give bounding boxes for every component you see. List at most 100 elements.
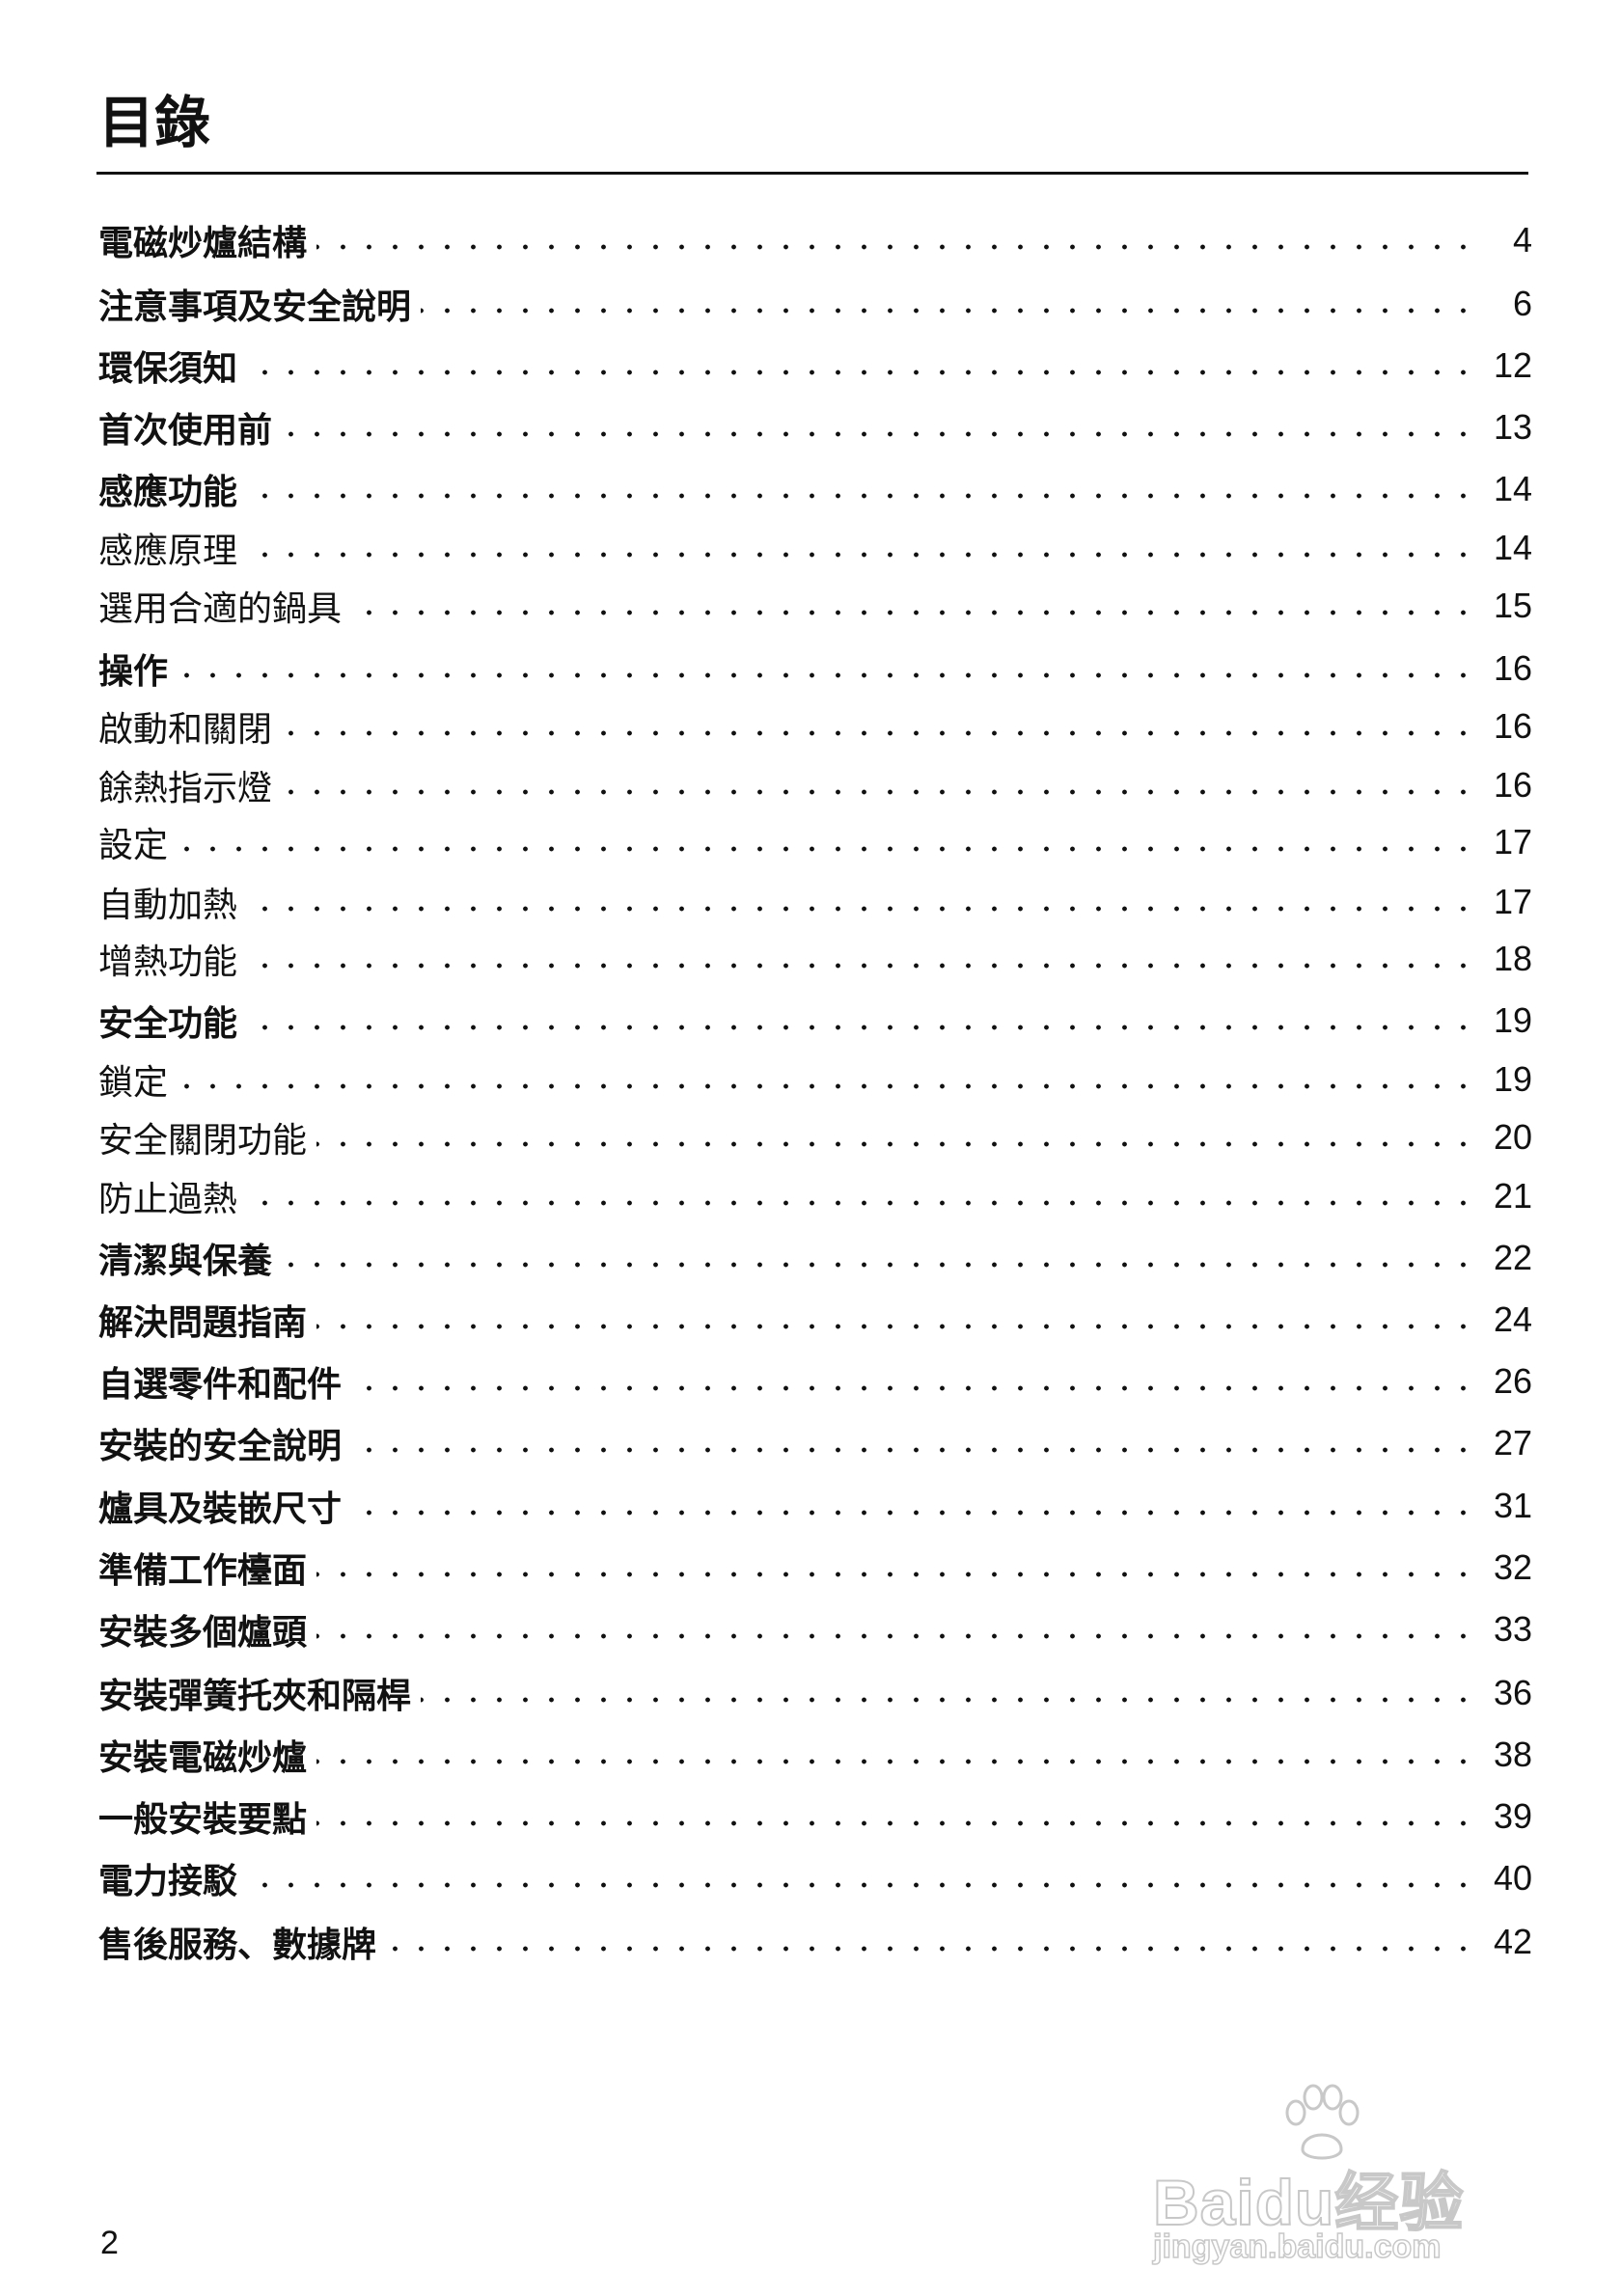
toc-entry-label: 一般安裝要點 [98,1800,308,1840]
toc-entry-label: 準備工作檯面 [98,1551,308,1591]
toc-entry[interactable]: 安全關閉功能 20 [98,1113,1532,1162]
toc-entry-label: 餘熱指示燈 [98,769,273,808]
dot-leader [282,431,1476,437]
toc-entry[interactable]: 餘熱指示燈 16 [98,761,1532,809]
toc-entry[interactable]: 感應功能 14 [98,465,1532,513]
dot-leader [247,1200,1476,1206]
dot-leader [316,244,1476,250]
toc-entry[interactable]: 一般安裝要點 39 [98,1792,1532,1841]
toc-entry[interactable]: 爐具及裝嵌尺寸 31 [98,1482,1532,1530]
toc-entry[interactable]: 安裝彈簧托夾和隔桿 36 [98,1669,1532,1717]
toc-entry[interactable]: 鎖定 19 [98,1055,1532,1104]
toc-entry[interactable]: 安裝電磁炒爐 38 [98,1731,1532,1779]
toc-entry-page: 24 [1493,1299,1532,1339]
toc-entry-page: 19 [1493,1000,1532,1040]
dot-leader [351,610,1476,615]
toc-entry-page: 12 [1493,345,1532,385]
dot-leader [316,1572,1476,1577]
toc-entry-page: 19 [1493,1059,1532,1099]
toc-entry-label: 環保須知 [98,349,238,389]
dot-leader [316,1759,1476,1764]
toc-entry[interactable]: 選用合適的鍋具 15 [98,582,1532,630]
toc-entry[interactable]: 注意事項及安全說明 6 [98,280,1532,328]
toc-entry-page: 20 [1493,1117,1532,1157]
toc-entry-page: 38 [1493,1735,1532,1774]
dot-leader [247,552,1476,558]
dot-leader [247,1025,1476,1030]
toc-entry[interactable]: 解決問題指南 24 [98,1296,1532,1344]
toc-entry-page: 22 [1493,1238,1532,1277]
dot-leader [247,493,1476,499]
toc-entry-label: 操作 [98,652,169,692]
dot-leader [282,730,1476,736]
toc-entry[interactable]: 安裝多個爐頭 33 [98,1605,1532,1654]
toc-entry[interactable]: 啟動和關閉 16 [98,702,1532,751]
toc-entry-label: 注意事項及安全說明 [98,287,412,327]
dot-leader [421,1697,1476,1703]
toc-entry-label: 感應功能 [98,473,238,512]
toc-entry-label: 自動加熱 [98,886,238,925]
toc-entry-label: 啟動和關閉 [98,710,273,750]
toc-entry-label: 安全關閉功能 [98,1121,308,1161]
toc-entry-page: 15 [1493,586,1532,625]
toc-entry[interactable]: 防止過熱 21 [98,1172,1532,1220]
dot-leader [316,1820,1476,1826]
dot-leader [351,1510,1476,1516]
toc-entry[interactable]: 安全功能 19 [98,997,1532,1045]
paw-icon [1285,2084,1360,2160]
toc-entry-page: 21 [1493,1176,1532,1216]
toc-entry-page: 16 [1493,765,1532,805]
toc-entry-label: 安裝的安全說明 [98,1427,343,1466]
toc-entry-label: 設定 [98,826,169,865]
toc-entry-page: 17 [1493,882,1532,921]
toc-entry[interactable]: 首次使用前 13 [98,403,1532,451]
toc-entry[interactable]: 環保須知 12 [98,342,1532,390]
toc-entry-page: 32 [1493,1547,1532,1587]
toc-entry-label: 電力接駁 [98,1862,238,1901]
dot-leader [247,1882,1476,1888]
watermark-url: jingyan.baidu.com [1152,2228,1442,2266]
toc-entry-label: 增熱功能 [98,943,238,982]
toc-entry-page: 36 [1493,1673,1532,1712]
toc-entry[interactable]: 增熱功能 18 [98,935,1532,983]
toc-entry-page: 18 [1493,939,1532,978]
baidu-watermark: Baidu经验 jingyan.baidu.com [1152,2084,1539,2266]
toc-entry-label: 自選零件和配件 [98,1365,343,1405]
toc-entry[interactable]: 售後服務、數據牌 42 [98,1918,1532,1966]
toc-entry[interactable]: 準備工作檯面 32 [98,1544,1532,1592]
toc-entry-page: 27 [1493,1423,1532,1462]
page-title: 目錄 [98,90,211,155]
toc-entry-label: 安全功能 [98,1004,238,1044]
toc-entry-page: 16 [1493,706,1532,746]
toc-entry-label: 安裝電磁炒爐 [98,1738,308,1778]
dot-leader [282,1262,1476,1268]
toc-entry-label: 清潔與保養 [98,1242,273,1281]
toc-entry[interactable]: 設定 17 [98,818,1532,866]
dot-leader [247,963,1476,969]
toc-entry-page: 6 [1512,284,1532,323]
toc-entry[interactable]: 清潔與保養 22 [98,1234,1532,1282]
toc-entry-page: 31 [1493,1486,1532,1525]
toc-entry-page: 33 [1493,1609,1532,1649]
toc-entry-page: 40 [1493,1858,1532,1898]
toc-entry[interactable]: 操作 16 [98,644,1532,693]
toc-entry-label: 鎖定 [98,1063,169,1103]
toc-entry-label: 選用合適的鍋具 [98,589,343,629]
toc-entry[interactable]: 感應原理 14 [98,524,1532,572]
toc-entry-page: 4 [1512,220,1532,260]
dot-leader [282,789,1476,795]
toc-entry[interactable]: 電力接駁 40 [98,1854,1532,1902]
toc-entry[interactable]: 安裝的安全說明 27 [98,1419,1532,1467]
toc-entry[interactable]: 自動加熱 17 [98,878,1532,926]
dot-leader [247,369,1476,375]
toc-entry[interactable]: 電磁炒爐結構 4 [98,216,1532,264]
toc-entry-label: 感應原理 [98,532,238,571]
toc-entry[interactable]: 自選零件和配件 26 [98,1357,1532,1406]
watermark-brand: Baidu经验 [1152,2166,1465,2239]
dot-leader [316,1324,1476,1329]
dot-leader [351,1447,1476,1453]
dot-leader [178,1083,1476,1089]
toc-entry-page: 17 [1493,822,1532,861]
dot-leader [316,1633,1476,1639]
dot-leader [421,308,1476,314]
